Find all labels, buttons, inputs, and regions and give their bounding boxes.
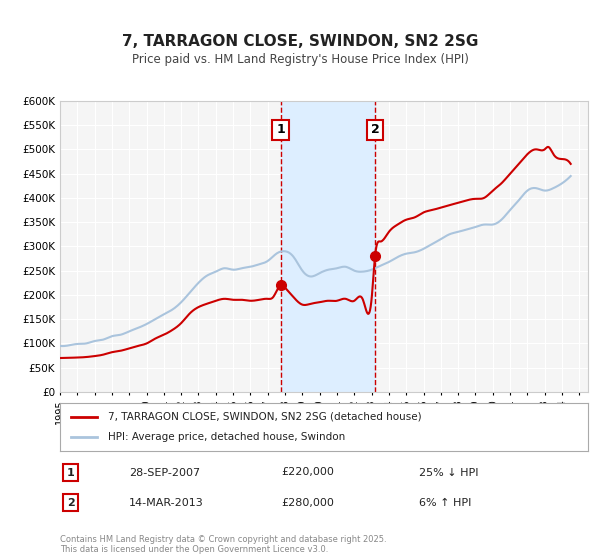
Text: 2: 2	[67, 498, 74, 508]
Text: 28-SEP-2007: 28-SEP-2007	[128, 468, 200, 478]
Text: 7, TARRAGON CLOSE, SWINDON, SN2 2SG (detached house): 7, TARRAGON CLOSE, SWINDON, SN2 2SG (det…	[107, 412, 421, 422]
Text: 14-MAR-2013: 14-MAR-2013	[128, 498, 203, 508]
Text: 1: 1	[276, 123, 285, 137]
Text: 2: 2	[371, 123, 379, 137]
Text: Contains HM Land Registry data © Crown copyright and database right 2025.
This d: Contains HM Land Registry data © Crown c…	[60, 535, 386, 554]
Text: 6% ↑ HPI: 6% ↑ HPI	[419, 498, 472, 508]
Text: £220,000: £220,000	[282, 468, 335, 478]
Text: 1: 1	[67, 468, 74, 478]
Text: 25% ↓ HPI: 25% ↓ HPI	[419, 468, 479, 478]
Text: Price paid vs. HM Land Registry's House Price Index (HPI): Price paid vs. HM Land Registry's House …	[131, 53, 469, 66]
Bar	[281, 101, 375, 392]
Text: 7, TARRAGON CLOSE, SWINDON, SN2 2SG: 7, TARRAGON CLOSE, SWINDON, SN2 2SG	[122, 34, 478, 49]
Text: £280,000: £280,000	[282, 498, 335, 508]
Text: HPI: Average price, detached house, Swindon: HPI: Average price, detached house, Swin…	[107, 432, 345, 442]
